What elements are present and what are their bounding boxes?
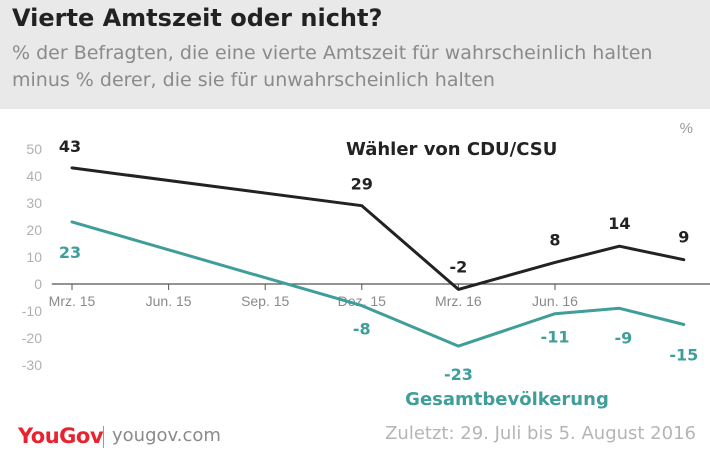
data-label: -23 [444,365,473,384]
y-tick-label: 10 [26,249,42,265]
x-tick-label: Jun. 16 [532,293,578,309]
y-unit-label: % [680,120,693,137]
data-label: -11 [541,328,570,347]
data-label: 23 [59,243,81,262]
series-line-0 [70,166,686,291]
data-label: 29 [351,175,373,194]
data-label: 8 [549,230,560,249]
y-tick-label: -10 [22,303,42,319]
footer-divider [103,426,104,448]
chart-title: Vierte Amtszeit oder nicht? [12,4,383,32]
footer-date-note: Zuletzt: 29. Juli bis 5. August 2016 [385,423,696,444]
chart-subtitle: % der Befragten, die eine vierte Amtszei… [12,42,653,91]
data-label: -8 [353,320,371,339]
y-tick-label: 30 [26,195,42,211]
x-tick-label: Jun. 15 [146,293,192,309]
y-tick-label: -30 [22,357,42,373]
series-line-1 [70,220,686,348]
y-tick-label: 20 [26,222,42,238]
data-label: 43 [59,137,81,156]
footer-url[interactable]: yougov.com [112,425,221,446]
x-tick-label: Mrz. 15 [49,293,96,309]
y-tick-label: -20 [22,330,42,346]
data-label: -9 [615,328,633,347]
y-tick-label: 50 [26,141,42,157]
series-name-label: Gesamtbevölkerung [405,389,609,410]
y-tick-label: 0 [34,276,42,292]
x-tick-label: Sep. 15 [241,293,289,309]
yougov-logo: YouGov [18,424,104,448]
data-label: -2 [450,257,468,276]
y-tick-label: 40 [26,168,42,184]
series-name-label: Wähler von CDU/CSU [346,139,557,160]
header-band: Vierte Amtszeit oder nicht? % der Befrag… [0,0,710,109]
data-label: 9 [678,228,689,247]
data-label: -15 [669,346,698,365]
data-label: 14 [608,214,630,233]
x-tick-label: Mrz. 16 [435,293,482,309]
x-tick-label: Dez. 15 [338,293,386,309]
